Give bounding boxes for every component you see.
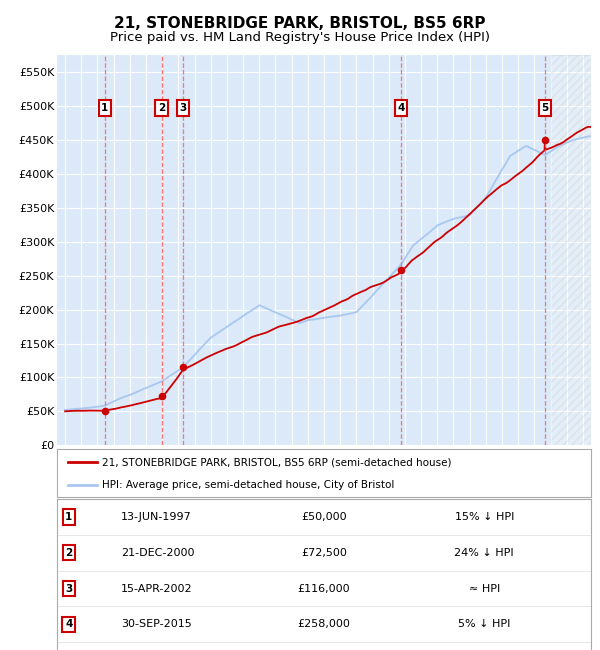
Text: 2: 2 — [158, 103, 166, 113]
Text: 21-DEC-2000: 21-DEC-2000 — [121, 548, 194, 558]
Text: 4: 4 — [65, 619, 73, 629]
Text: 3: 3 — [65, 584, 73, 593]
Text: Price paid vs. HM Land Registry's House Price Index (HPI): Price paid vs. HM Land Registry's House … — [110, 31, 490, 44]
Text: 5: 5 — [541, 103, 548, 113]
Text: 3: 3 — [179, 103, 187, 113]
Text: 5% ↓ HPI: 5% ↓ HPI — [458, 619, 511, 629]
Text: 1: 1 — [101, 103, 109, 113]
Text: £72,500: £72,500 — [301, 548, 347, 558]
Text: 15% ↓ HPI: 15% ↓ HPI — [455, 512, 514, 522]
Text: 1: 1 — [65, 512, 73, 522]
Text: 2: 2 — [65, 548, 73, 558]
Text: 21, STONEBRIDGE PARK, BRISTOL, BS5 6RP (semi-detached house): 21, STONEBRIDGE PARK, BRISTOL, BS5 6RP (… — [103, 457, 452, 467]
Text: 21, STONEBRIDGE PARK, BRISTOL, BS5 6RP: 21, STONEBRIDGE PARK, BRISTOL, BS5 6RP — [114, 16, 486, 31]
Text: 15-APR-2002: 15-APR-2002 — [121, 584, 193, 593]
Text: ≈ HPI: ≈ HPI — [469, 584, 500, 593]
Text: £258,000: £258,000 — [298, 619, 350, 629]
Text: £116,000: £116,000 — [298, 584, 350, 593]
Text: 13-JUN-1997: 13-JUN-1997 — [121, 512, 192, 522]
Text: 24% ↓ HPI: 24% ↓ HPI — [454, 548, 514, 558]
Text: 4: 4 — [397, 103, 404, 113]
Text: HPI: Average price, semi-detached house, City of Bristol: HPI: Average price, semi-detached house,… — [103, 480, 395, 490]
Text: 30-SEP-2015: 30-SEP-2015 — [121, 619, 192, 629]
Text: £50,000: £50,000 — [301, 512, 347, 522]
